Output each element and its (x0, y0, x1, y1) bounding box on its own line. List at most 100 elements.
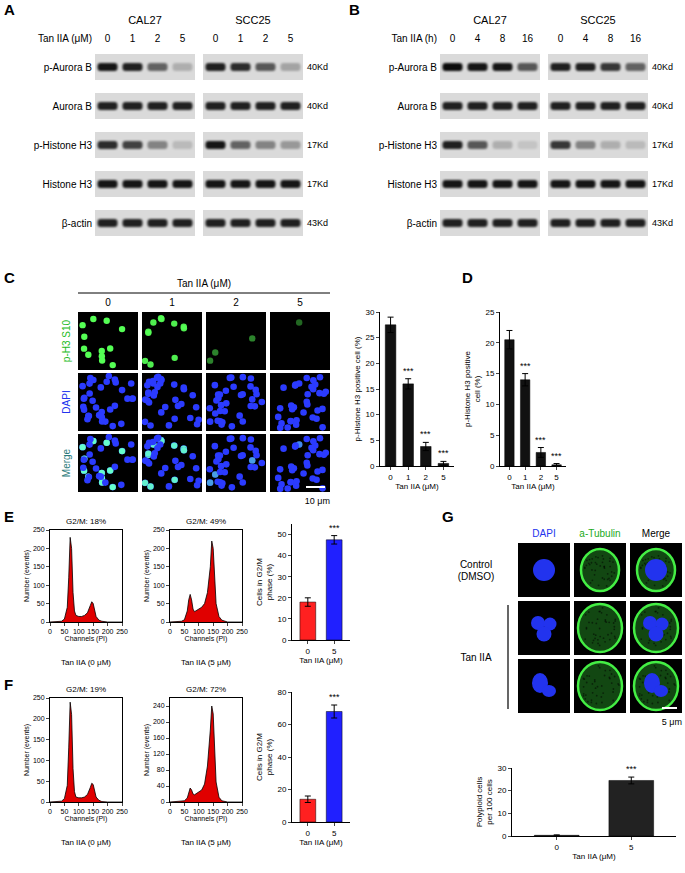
svg-text:β-actin: β-actin (62, 218, 92, 229)
svg-text:200: 200 (102, 628, 114, 635)
svg-text:0: 0 (161, 618, 165, 625)
svg-text:0: 0 (558, 33, 564, 44)
svg-text:10: 10 (365, 410, 374, 419)
svg-text:100: 100 (33, 582, 45, 589)
svg-text:250: 250 (153, 526, 165, 533)
svg-text:5 μm: 5 μm (662, 717, 682, 727)
svg-text:20: 20 (497, 786, 506, 795)
svg-text:Number (events): Number (events) (23, 724, 31, 776)
svg-text:Tan IIA (0 μM): Tan IIA (0 μM) (61, 838, 111, 847)
svg-text:5: 5 (332, 647, 337, 656)
svg-text:2: 2 (263, 33, 269, 44)
svg-text:D: D (462, 269, 473, 286)
svg-text:40Kd: 40Kd (652, 101, 673, 111)
svg-text:17Kd: 17Kd (307, 179, 328, 189)
svg-text:G2/M: 49%: G2/M: 49% (186, 517, 226, 526)
svg-text:1: 1 (238, 33, 244, 44)
svg-text:p-Histone H3: p-Histone H3 (379, 140, 438, 151)
svg-text:p-Aurora B: p-Aurora B (389, 62, 438, 73)
svg-text:SCC25: SCC25 (580, 14, 615, 26)
svg-text:Histone H3: Histone H3 (388, 179, 438, 190)
svg-text:25: 25 (485, 308, 494, 317)
svg-text:8: 8 (500, 33, 506, 44)
svg-text:20: 20 (365, 359, 374, 368)
svg-text:0: 0 (306, 647, 311, 656)
svg-text:p-Histone H3 positivecell (%): p-Histone H3 positivecell (%) (463, 350, 482, 427)
svg-text:0: 0 (555, 843, 560, 852)
svg-text:50: 50 (157, 600, 165, 607)
svg-text:Tan IIA (μM): Tan IIA (μM) (177, 278, 231, 289)
svg-text:150: 150 (207, 628, 219, 635)
svg-text:0: 0 (105, 33, 111, 44)
svg-text:5: 5 (629, 843, 634, 852)
svg-text:Merge: Merge (642, 528, 671, 539)
svg-text:***: *** (403, 366, 414, 376)
svg-text:250: 250 (236, 628, 248, 635)
svg-text:G: G (442, 508, 454, 525)
svg-text:Aurora B: Aurora B (398, 101, 438, 112)
svg-text:***: *** (438, 448, 449, 458)
svg-text:50: 50 (277, 530, 286, 539)
svg-text:Tan IIA (5 μM): Tan IIA (5 μM) (181, 838, 231, 847)
svg-text:Polyploid cellsper 100 cells: Polyploid cellsper 100 cells (475, 777, 494, 828)
svg-text:4: 4 (475, 33, 481, 44)
svg-text:1: 1 (406, 473, 411, 482)
svg-text:***: *** (535, 435, 546, 445)
svg-text:Channels (PI): Channels (PI) (185, 635, 228, 643)
svg-text:CAL27: CAL27 (473, 14, 507, 26)
svg-text:0: 0 (507, 473, 512, 482)
svg-text:Cells in G2/Mphase (%): Cells in G2/Mphase (%) (255, 733, 274, 781)
svg-text:40Kd: 40Kd (307, 101, 328, 111)
svg-text:***: *** (329, 692, 340, 702)
svg-text:150: 150 (153, 563, 165, 570)
svg-text:150: 150 (87, 808, 99, 815)
svg-text:Aurora B: Aurora B (53, 101, 93, 112)
svg-text:Tan IIA (μM): Tan IIA (μM) (511, 482, 555, 491)
svg-text:250: 250 (116, 808, 128, 815)
svg-text:250: 250 (33, 526, 45, 533)
svg-text:Merge: Merge (61, 448, 72, 477)
svg-text:Tan IIA (μM): Tan IIA (μM) (572, 852, 616, 861)
svg-text:100: 100 (73, 808, 85, 815)
svg-text:20: 20 (277, 594, 286, 603)
svg-text:250: 250 (236, 808, 248, 815)
svg-text:Channels (PI): Channels (PI) (65, 635, 108, 643)
svg-text:0: 0 (450, 33, 456, 44)
svg-text:C: C (4, 269, 15, 286)
svg-text:2: 2 (539, 473, 544, 482)
svg-text:100: 100 (193, 628, 205, 635)
svg-text:5: 5 (554, 473, 559, 482)
svg-text:200: 200 (222, 808, 234, 815)
svg-text:50: 50 (37, 778, 45, 785)
svg-text:16: 16 (630, 33, 642, 44)
svg-text:15: 15 (485, 369, 494, 378)
svg-text:20: 20 (277, 785, 286, 794)
svg-text:DAPI: DAPI (532, 528, 555, 539)
svg-text:200: 200 (153, 545, 165, 552)
svg-text:100: 100 (193, 808, 205, 815)
svg-text:25: 25 (365, 333, 374, 342)
svg-text:250: 250 (33, 694, 45, 701)
svg-text:10: 10 (277, 615, 286, 624)
svg-text:***: *** (420, 429, 431, 439)
svg-text:50: 50 (181, 628, 189, 635)
svg-text:Tan IIA (μM): Tan IIA (μM) (38, 33, 92, 44)
svg-text:200: 200 (33, 545, 45, 552)
svg-text:B: B (349, 1, 360, 18)
svg-text:17Kd: 17Kd (652, 140, 673, 150)
svg-text:80: 80 (157, 766, 165, 773)
svg-text:30: 30 (277, 573, 286, 582)
svg-text:200: 200 (33, 715, 45, 722)
svg-text:20: 20 (485, 339, 494, 348)
svg-text:0: 0 (168, 808, 172, 815)
svg-text:50: 50 (61, 808, 69, 815)
svg-text:150: 150 (207, 808, 219, 815)
svg-text:10: 10 (485, 400, 494, 409)
svg-text:Control: Control (460, 559, 492, 570)
svg-text:F: F (4, 676, 13, 693)
svg-text:40: 40 (157, 782, 165, 789)
svg-text:4: 4 (583, 33, 589, 44)
svg-text:0: 0 (282, 818, 287, 827)
svg-text:10 μm: 10 μm (305, 496, 330, 506)
svg-text:150: 150 (87, 628, 99, 635)
